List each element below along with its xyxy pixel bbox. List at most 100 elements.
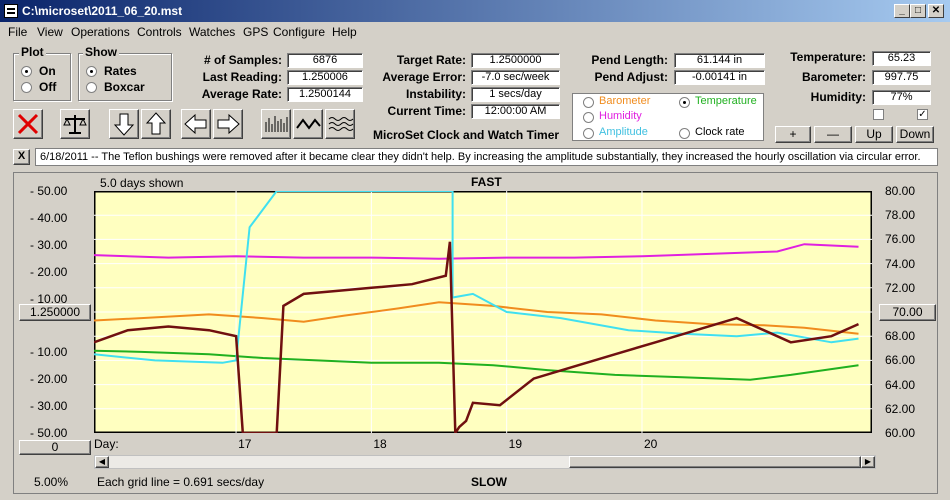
series-humidity-radio[interactable] [583, 112, 594, 123]
show-rates-label: Rates [104, 64, 137, 78]
scale-down-button[interactable]: Down [896, 126, 934, 143]
down-button[interactable] [109, 109, 139, 139]
center-rate-button[interactable]: 1.250000 [19, 304, 91, 321]
grid-lines [94, 191, 872, 433]
app-icon [4, 4, 18, 18]
clear-button[interactable] [13, 109, 43, 139]
raw-plot-button[interactable] [261, 109, 291, 139]
smooth-plot-button[interactable] [293, 109, 323, 139]
y-right-tick: 66.00 [885, 353, 916, 368]
zero-button[interactable]: 0 [19, 440, 91, 455]
y-left-axis: - 50.00 - 40.00 - 30.00 - 20.00 - 10.00 - 10.… [13, 180, 83, 440]
series-clock-rate-radio[interactable] [679, 128, 690, 139]
balance-button[interactable] [60, 109, 90, 139]
show-rates-radio[interactable] [86, 66, 97, 77]
plot-off-radio[interactable] [21, 82, 32, 93]
minimize-button[interactable]: _ [894, 4, 910, 18]
series-temperature-radio[interactable] [679, 97, 690, 108]
plot-on-radio[interactable] [21, 66, 32, 77]
y-left-tick: - 30.00 [30, 399, 68, 414]
instability-label: Instability: [405, 87, 466, 101]
plot-area [94, 191, 872, 433]
series-humidity-label: Humidity [599, 110, 642, 122]
menu-watches[interactable]: Watches [189, 25, 236, 39]
y-right-tick: 68.00 [885, 329, 916, 344]
menu-configure[interactable]: Configure [273, 25, 326, 39]
show-boxcar-label: Boxcar [104, 80, 145, 94]
pend-length-label: Pend Length: [591, 53, 668, 67]
y-right-tick: 62.00 [885, 401, 916, 416]
series-barometer-radio[interactable] [583, 97, 594, 108]
average-rate-field: 1.2500144 [287, 87, 363, 102]
wave-icon [296, 118, 321, 130]
series-line-barometer [94, 301, 859, 335]
y-left-tick: - 20.00 [30, 264, 68, 279]
bar-lines-icon [265, 116, 288, 132]
y-left-tick: - 50.00 [30, 426, 68, 440]
horizontal-scrollbar[interactable]: ◀ ▶ [94, 455, 876, 469]
y-right-axis: 80.00 78.00 76.00 74.00 72.00 68.00 66.00 64.00… [885, 180, 940, 440]
series-temperature-label: Temperature [695, 95, 757, 107]
x-tick-label: 20 [643, 437, 658, 451]
up-button[interactable] [141, 109, 171, 139]
scale-plus-button[interactable]: + [775, 126, 811, 143]
series-amplitude-label: Amplitude [599, 126, 648, 138]
menu-controls[interactable]: Controls [137, 25, 182, 39]
note-close-button[interactable]: X [13, 149, 30, 165]
center-temp-button[interactable]: 70.00 [879, 304, 936, 321]
temperature-field: 65.23 [872, 51, 931, 66]
current-time-field: 12:00:00 AM [471, 104, 560, 119]
days-shown-label: 5.0 days shown [100, 176, 184, 190]
menu-help[interactable]: Help [332, 25, 357, 39]
env-checkbox-left[interactable] [873, 109, 884, 120]
balance-scale-icon [63, 115, 87, 134]
window-title: C:\microset\2011_06_20.mst [22, 4, 183, 18]
x-axis-ticks: 17 18 19 20 [94, 437, 872, 453]
menu-view[interactable]: View [37, 25, 63, 39]
pend-length-field[interactable]: 61.144 in [674, 53, 765, 68]
arrow-left-icon [184, 113, 207, 135]
plot-off-label: Off [39, 80, 57, 94]
last-reading-field: 1.250006 [287, 70, 363, 85]
y-left-tick: - 40.00 [30, 210, 68, 225]
series-line-humidity [94, 243, 859, 260]
percent-label: 5.00% [34, 475, 69, 489]
x-tick-label: 17 [238, 437, 252, 451]
slow-label: SLOW [471, 475, 507, 489]
menu-bar: File View Operations Controls Watches GP… [0, 22, 950, 42]
menu-gps[interactable]: GPS [243, 25, 269, 39]
multi-plot-button[interactable] [325, 109, 355, 139]
target-rate-field[interactable]: 1.2500000 [471, 53, 560, 68]
last-reading-label: Last Reading: [202, 70, 282, 84]
y-right-tick: 60.00 [885, 426, 916, 440]
show-group [78, 53, 172, 101]
right-button[interactable] [213, 109, 243, 139]
close-button[interactable]: ✕ [928, 4, 944, 18]
y-right-tick: 78.00 [885, 208, 916, 223]
menu-operations[interactable]: Operations [71, 25, 130, 39]
current-time-label: Current Time: [387, 104, 466, 118]
y-right-tick: 76.00 [885, 232, 916, 247]
scrollbar-thumb[interactable] [569, 456, 861, 468]
menu-file[interactable]: File [8, 25, 28, 39]
fast-label: FAST [471, 175, 502, 189]
scroll-right-icon[interactable]: ▶ [861, 456, 875, 468]
y-left-tick: - 10.00 [30, 291, 68, 306]
show-boxcar-radio[interactable] [86, 82, 97, 93]
humidity-field: 77% [872, 90, 931, 105]
note-field[interactable]: 6/18/2011 -- The Teflon bushings were re… [35, 148, 938, 166]
instability-field: 1 secs/day [471, 87, 560, 102]
series-clock-rate-label: Clock rate [695, 126, 745, 138]
scale-minus-button[interactable]: — [814, 126, 852, 143]
series-amplitude-radio[interactable] [583, 128, 594, 139]
scroll-left-icon[interactable]: ◀ [95, 456, 109, 468]
left-button[interactable] [181, 109, 211, 139]
maximize-button[interactable]: □ [910, 4, 926, 18]
arrow-up-icon [145, 112, 167, 135]
y-right-tick: 72.00 [885, 280, 916, 295]
pend-adjust-field: -0.00141 in [674, 70, 765, 85]
x-tick-label: 18 [373, 437, 387, 451]
env-checkbox-right[interactable]: ✓ [917, 109, 928, 120]
scale-up-button[interactable]: Up [855, 126, 893, 143]
barometer-label: Barometer: [801, 70, 866, 84]
